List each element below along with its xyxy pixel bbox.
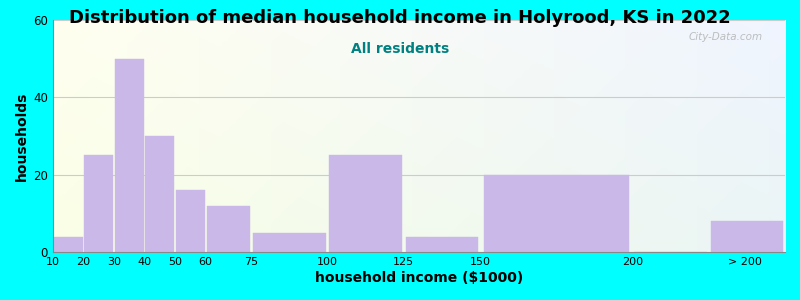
Bar xyxy=(253,232,326,252)
Bar xyxy=(206,206,250,252)
Text: City-Data.com: City-Data.com xyxy=(689,32,763,42)
Bar xyxy=(710,221,783,252)
X-axis label: household income ($1000): household income ($1000) xyxy=(315,271,523,285)
Bar xyxy=(54,236,82,252)
Bar xyxy=(84,155,113,252)
Y-axis label: households: households xyxy=(15,91,29,181)
Bar xyxy=(484,175,629,252)
Bar xyxy=(114,59,144,252)
Bar xyxy=(176,190,205,252)
Bar xyxy=(406,236,478,252)
Bar xyxy=(145,136,174,252)
Bar xyxy=(330,155,402,252)
Text: All residents: All residents xyxy=(351,42,449,56)
Text: Distribution of median household income in Holyrood, KS in 2022: Distribution of median household income … xyxy=(69,9,731,27)
